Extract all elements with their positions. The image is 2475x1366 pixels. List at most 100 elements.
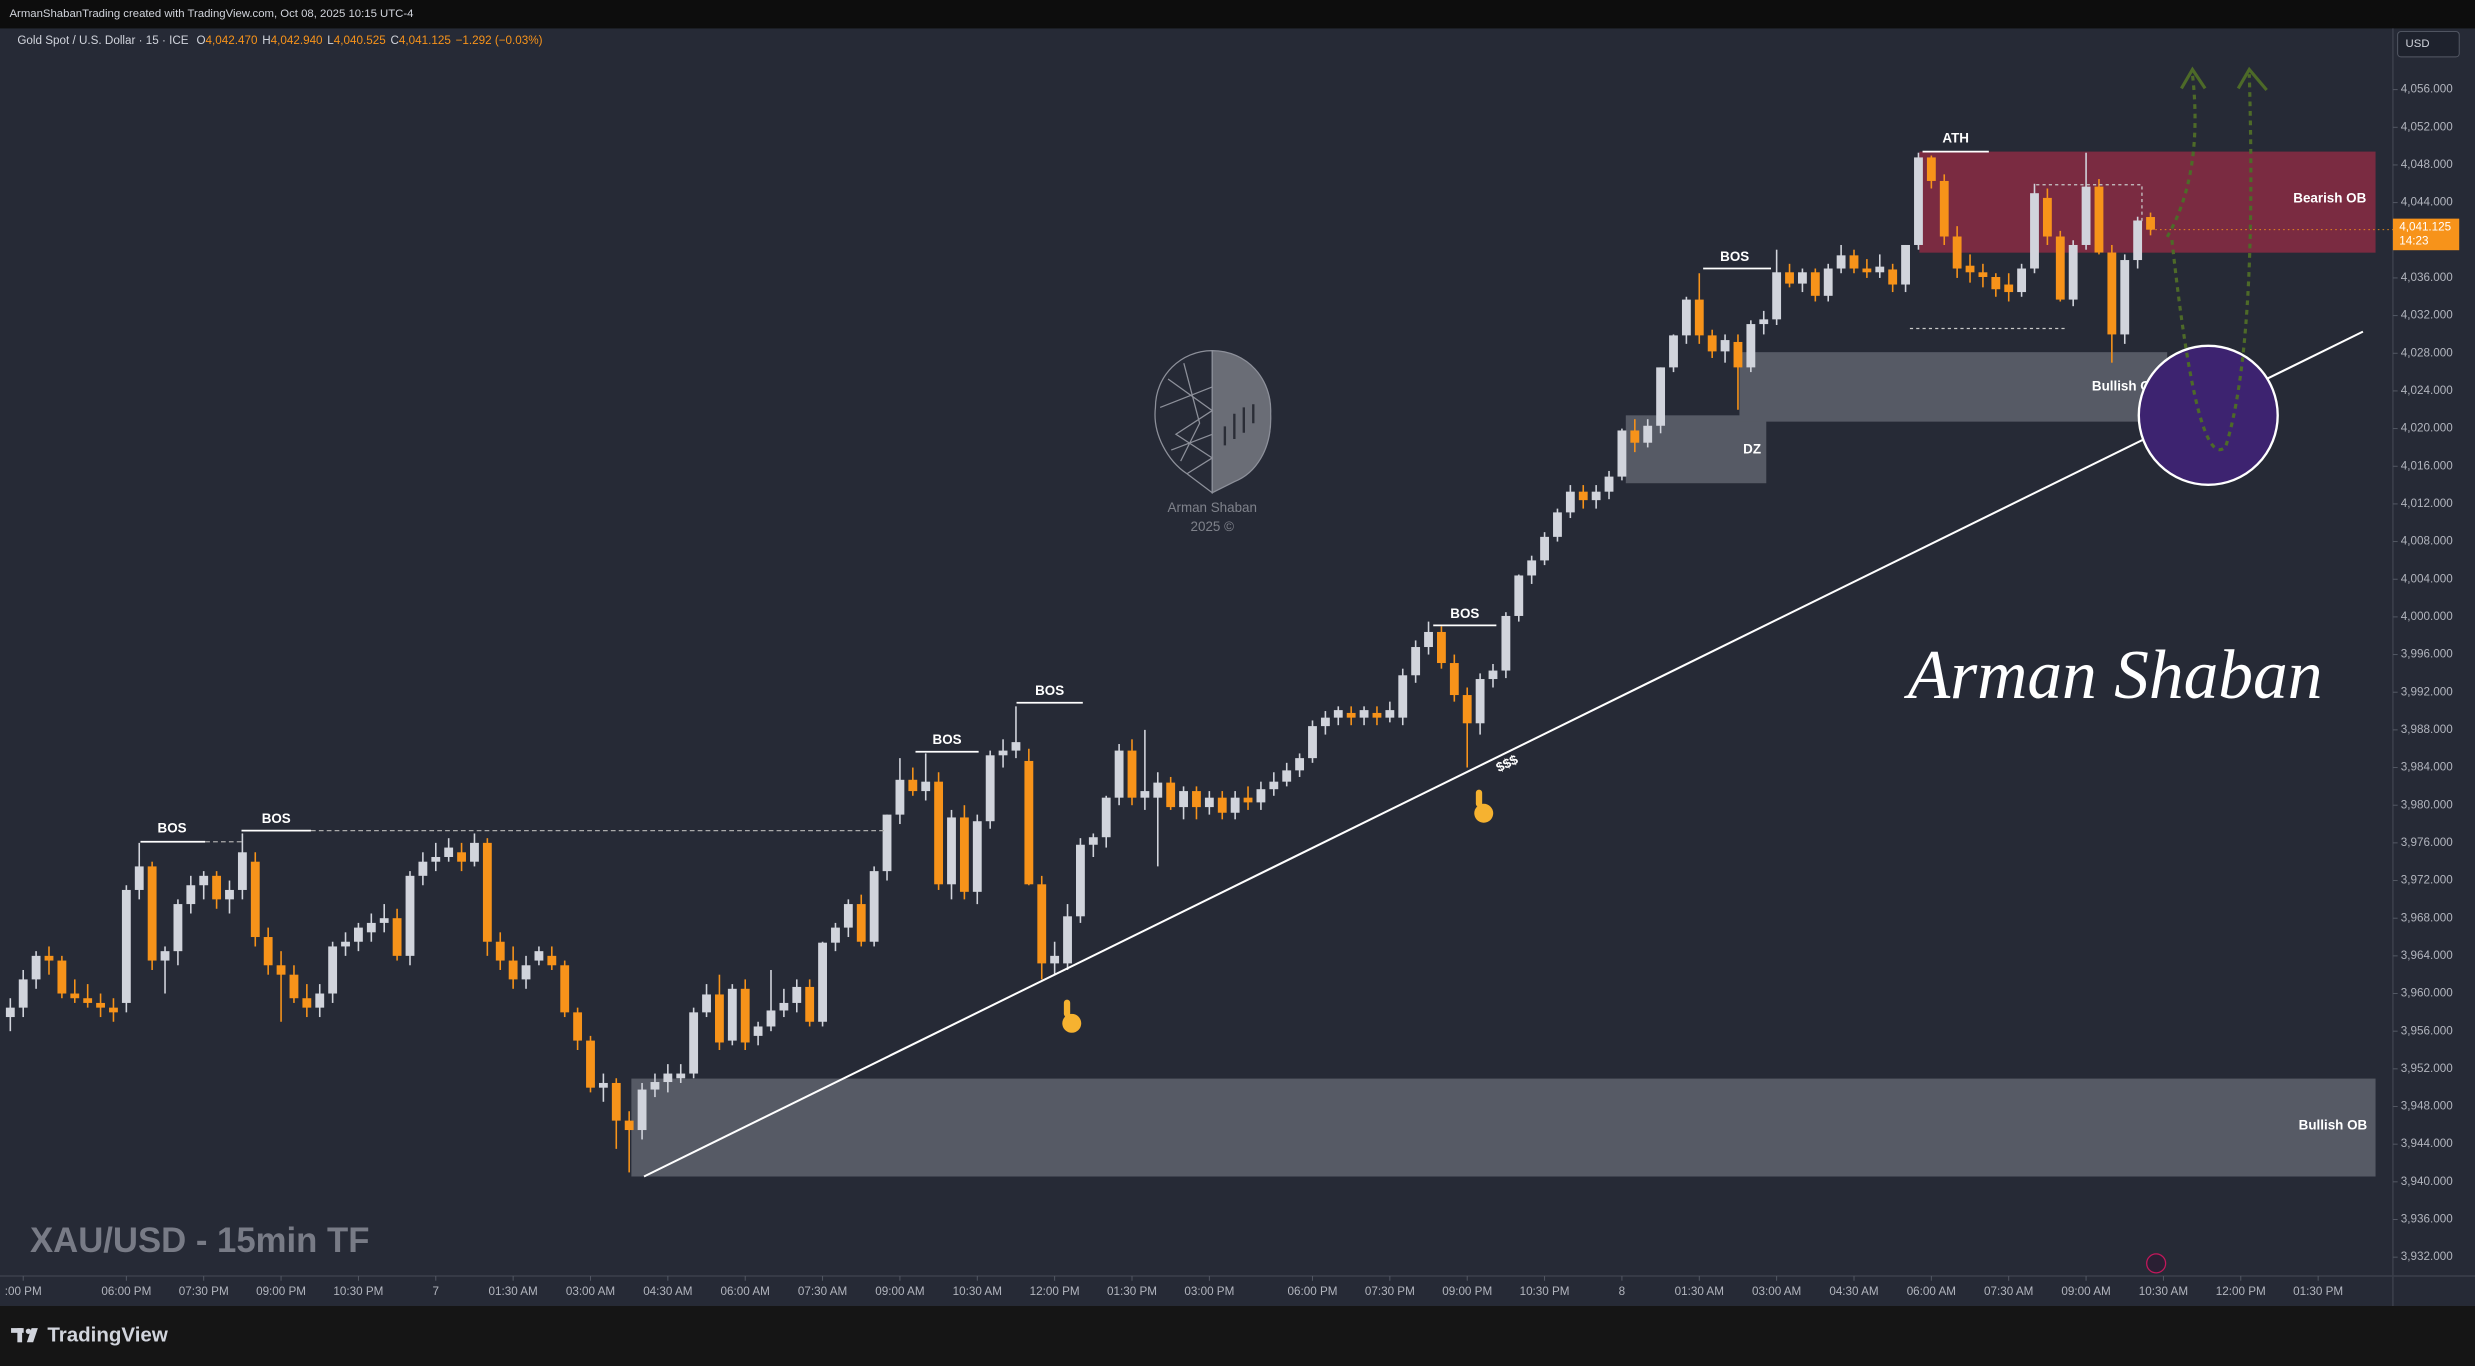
candle-body (534, 951, 544, 961)
candle-body (1875, 266, 1885, 273)
candle-body (418, 861, 428, 876)
y-tick-label: 3,936.000 (2401, 1213, 2453, 1226)
y-tick-label: 3,996.000 (2401, 648, 2453, 661)
candle-body (998, 750, 1008, 756)
candle-body (1179, 791, 1188, 808)
candle-body (379, 918, 389, 923)
candle-body (1411, 647, 1421, 676)
legend-value: 4,041.125 (399, 34, 451, 47)
candle-body (1385, 710, 1395, 718)
candle-body (1604, 476, 1614, 492)
chart-title: XAU/USD - 15min TF (30, 1222, 369, 1260)
y-tick-label: 3,932.000 (2401, 1250, 2453, 1263)
watermark-name: Arman Shaban (1168, 500, 1257, 515)
x-tick-label: 07:30 PM (1365, 1285, 1415, 1298)
x-tick-label: 01:30 AM (488, 1285, 537, 1298)
y-tick-label: 4,020.000 (2401, 422, 2453, 435)
x-tick-label: 8 (1619, 1285, 1625, 1298)
candle-body (843, 904, 853, 928)
candle-body (650, 1082, 660, 1090)
candle-body (792, 986, 802, 1003)
candle-body (1862, 268, 1872, 273)
attribution: ArmanShabanTrading created with TradingV… (9, 8, 413, 20)
watermark-logo (1154, 349, 1272, 494)
candle-body (1926, 157, 1936, 181)
bos-label: BOS (158, 821, 187, 836)
candle-body (985, 755, 995, 822)
candle-body (289, 974, 299, 999)
logo-candles (1223, 404, 1255, 446)
x-tick-label: 04:30 AM (643, 1285, 692, 1298)
candle-body (2068, 244, 2078, 300)
candle-body (354, 927, 363, 942)
legend-value: 4,042.470 (206, 34, 258, 47)
bullish-ob-label: Bullish OB (2299, 1118, 2368, 1133)
y-tick-label: 4,048.000 (2401, 158, 2453, 171)
candle-body (2030, 193, 2039, 269)
zones (631, 151, 2376, 1177)
bullish-ob-zone (1739, 352, 2168, 422)
candle-body (1320, 717, 1330, 727)
candle-body (1372, 712, 1382, 718)
candle-body (237, 852, 247, 890)
candle-body (1965, 265, 1975, 273)
candle-body (1346, 712, 1356, 718)
candle-body (1256, 789, 1266, 803)
legend-key: O (196, 34, 205, 47)
bos-label: BOS (1720, 249, 1749, 264)
candle-body (1553, 512, 1562, 537)
candle-body (2120, 260, 2130, 335)
candle-body (1798, 272, 1807, 284)
palm (1474, 803, 1494, 823)
candle-body (392, 918, 402, 956)
candle-body (1282, 770, 1292, 782)
candle-body (1514, 575, 1524, 616)
x-tick-label: 01:30 AM (1675, 1285, 1724, 1298)
candle-body (1462, 695, 1472, 724)
candle-body (186, 885, 196, 905)
x-tick-label: 03:00 AM (1752, 1285, 1801, 1298)
bullish-ob-zone-lower (631, 1078, 2376, 1177)
candle-body (1204, 797, 1214, 808)
candle-body (482, 842, 492, 942)
candle-body (405, 875, 415, 956)
y-tick-label: 3,956.000 (2401, 1024, 2453, 1037)
candle-body (2004, 284, 2014, 293)
candle-body (2017, 268, 2027, 293)
footer-bar (0, 1305, 2475, 1366)
candle-body (1681, 299, 1691, 336)
candle-body (1759, 319, 1769, 325)
candle-body (560, 965, 570, 1013)
logo-part (25, 1328, 32, 1334)
candle-body (276, 965, 286, 975)
candle-body (1088, 837, 1098, 845)
candle-body (1733, 341, 1743, 368)
candle-body (1669, 335, 1678, 368)
y-tick-label: 3,988.000 (2401, 723, 2453, 736)
logo-part (17, 1328, 23, 1343)
y-tick-label: 3,976.000 (2401, 836, 2453, 849)
x-tick-label: 07:30 AM (798, 1285, 847, 1298)
candle-body (1269, 781, 1279, 790)
watermark-year: 2025 © (1191, 519, 1235, 534)
y-tick-label: 3,992.000 (2401, 685, 2453, 698)
legend-symbol: Gold Spot / U.S. Dollar · 15 · ICE (17, 34, 188, 47)
candle-body (1810, 272, 1820, 296)
x-tick-label: :00 PM (5, 1285, 42, 1298)
projection-arrows (2165, 66, 2268, 452)
candle-body (805, 986, 815, 1022)
alert-icon[interactable] (2146, 1253, 2167, 1274)
currency-box[interactable] (2397, 31, 2460, 58)
candle-body (856, 904, 866, 942)
bos-label: BOS (262, 811, 291, 826)
candle-body (1952, 236, 1962, 269)
candle-body (1720, 340, 1730, 352)
candle-body (1888, 269, 1898, 285)
last-price-box (2392, 218, 2460, 251)
candle-body (2094, 186, 2104, 253)
x-tick-label: 10:30 PM (333, 1285, 383, 1298)
candle-body (1101, 797, 1111, 838)
candle-body (547, 955, 557, 966)
candle-body (1333, 710, 1343, 718)
